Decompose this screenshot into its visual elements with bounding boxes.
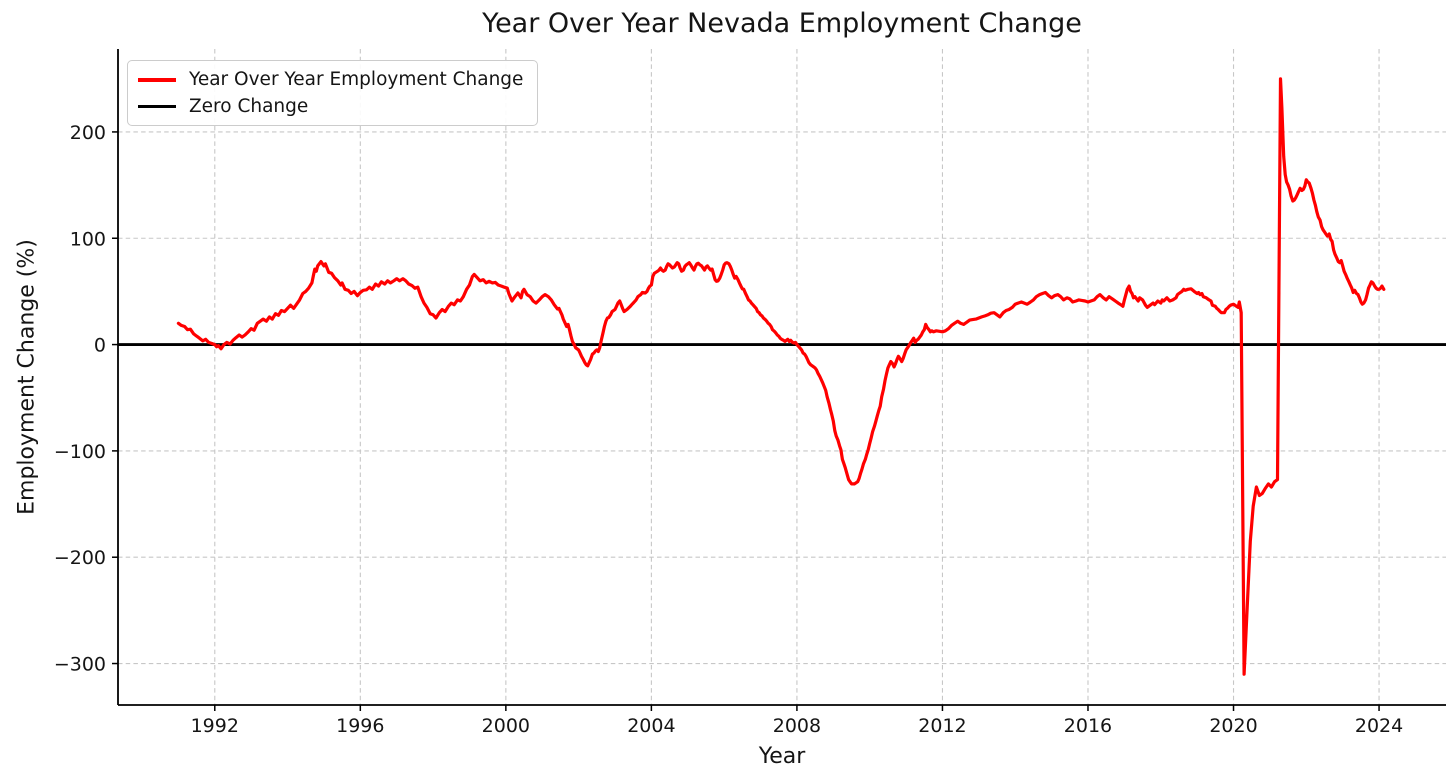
x-tick-label: 2016 (1064, 715, 1112, 737)
black-line-swatch-icon (138, 105, 176, 108)
x-tick-label: 2012 (918, 715, 966, 737)
red-line-swatch-icon (138, 77, 176, 82)
y-tick-label: −300 (54, 654, 106, 676)
y-tick-label: −100 (54, 441, 106, 463)
x-tick-label: 1992 (191, 715, 239, 737)
legend-label-zero-change: Zero Change (189, 96, 309, 117)
x-tick-label: 2008 (773, 715, 821, 737)
chart-title: Year Over Year Nevada Employment Change (482, 8, 1082, 39)
y-tick-label: −200 (54, 547, 106, 569)
x-tick-label: 2000 (482, 715, 530, 737)
y-tick-label: 100 (70, 228, 106, 250)
y-tick-label: 200 (70, 122, 106, 144)
x-tick-label: 2004 (627, 715, 675, 737)
legend-item-employment-change: Year Over Year Employment Change (138, 69, 523, 90)
y-tick-label: 0 (94, 335, 106, 357)
legend: Year Over Year Employment Change Zero Ch… (127, 60, 539, 126)
x-tick-label: 2024 (1355, 715, 1403, 737)
legend-item-zero-change: Zero Change (138, 96, 523, 117)
x-axis-label: Year (758, 744, 806, 769)
x-tick-label: 1996 (336, 715, 384, 737)
x-tick-label: 2020 (1209, 715, 1257, 737)
y-axis-label: Employment Change (%) (14, 239, 40, 515)
employment-change-line (176, 77, 1386, 676)
legend-label-employment-change: Year Over Year Employment Change (189, 69, 524, 90)
